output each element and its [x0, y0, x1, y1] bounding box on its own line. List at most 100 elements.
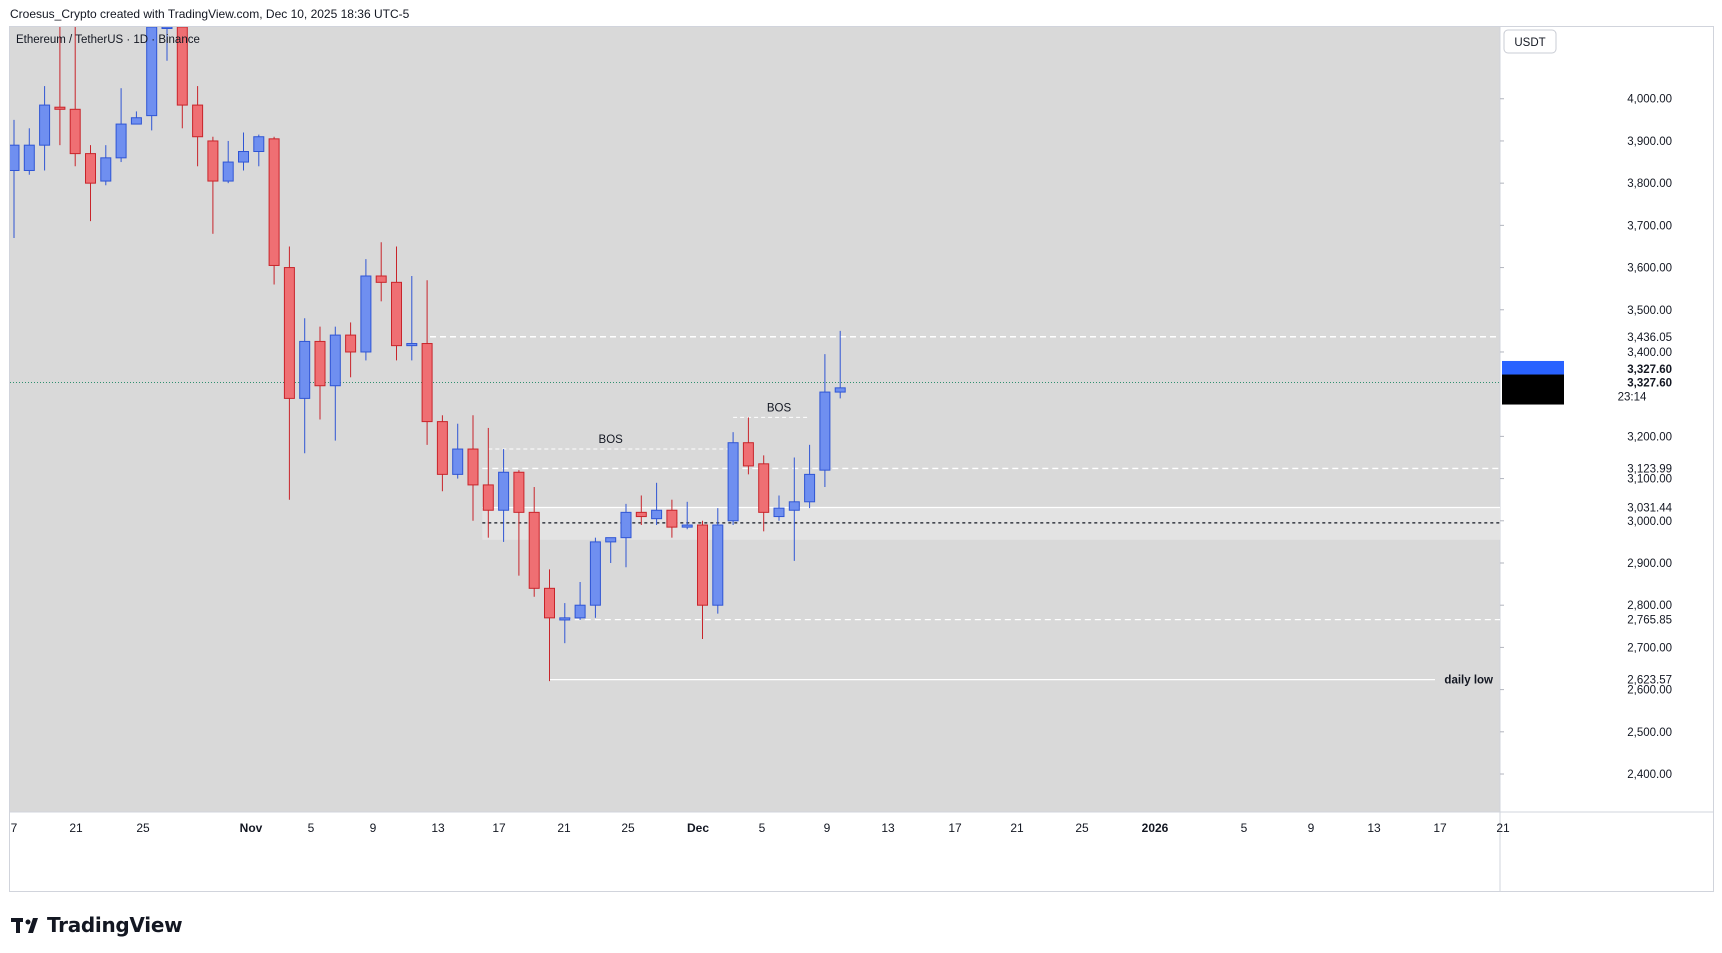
time-tick-label-18: 5 — [1241, 821, 1248, 835]
time-tick-label-1: 21 — [69, 821, 83, 835]
time-axis[interactable] — [10, 812, 1500, 891]
candle-body-39[interactable] — [605, 537, 617, 543]
candle-body-30[interactable] — [467, 448, 479, 486]
candle-body-7[interactable] — [115, 123, 127, 159]
candle-body-1[interactable] — [23, 144, 35, 171]
candle-body-14[interactable] — [222, 161, 234, 182]
price-tick-label-0: 2,400.00 — [1627, 769, 1672, 781]
time-tick-label-19: 9 — [1308, 821, 1315, 835]
candle-body-35[interactable] — [544, 587, 555, 619]
level-tag-bg-2 — [1502, 499, 1562, 516]
candle-body-13[interactable] — [207, 140, 219, 182]
candle-body-25[interactable] — [391, 281, 402, 347]
time-tick-label-13: 13 — [881, 821, 895, 835]
time-tick-label-10: Dec — [687, 821, 709, 835]
candle-body-32[interactable] — [498, 471, 510, 511]
price-tick-label-7: 3,100.00 — [1627, 474, 1672, 486]
candle-body-37[interactable] — [574, 604, 586, 619]
tradingview-brand[interactable]: TradingView — [11, 912, 183, 938]
candle-body-49[interactable] — [758, 463, 770, 513]
level-tag-label-2: 3,031.44 — [1627, 503, 1672, 515]
candle-body-4[interactable] — [69, 108, 81, 155]
candle-body-10[interactable] — [161, 27, 173, 29]
candle-body-53[interactable] — [819, 391, 831, 471]
candle-body-41[interactable] — [635, 511, 647, 518]
candle-body-44[interactable] — [681, 524, 693, 528]
currency-label: USDT — [1514, 37, 1545, 49]
candle-body-21[interactable] — [329, 334, 341, 387]
level-tag-bg-1 — [1502, 460, 1562, 477]
chart-attribution: Croesus_Crypto created with TradingView.… — [10, 7, 410, 21]
candle-body-18[interactable] — [283, 267, 295, 399]
candle-body-54[interactable] — [834, 387, 846, 393]
level-tag-bg-3 — [1502, 611, 1562, 628]
candle-body-15[interactable] — [238, 151, 249, 163]
time-tick-label-6: 13 — [431, 821, 445, 835]
candle-body-51[interactable] — [788, 501, 800, 511]
level-tag-label-0: 3,436.05 — [1627, 332, 1672, 344]
price-tick-label-14: 3,800.00 — [1627, 178, 1672, 190]
bos-label-1: BOS — [767, 402, 792, 414]
candle-body-50[interactable] — [773, 507, 785, 518]
candle-body-24[interactable] — [375, 275, 387, 283]
candle-body-6[interactable] — [100, 157, 112, 182]
candle-body-46[interactable] — [712, 524, 724, 606]
current-price-tag-blue — [1502, 360, 1564, 378]
candle-body-33[interactable] — [513, 471, 525, 513]
candle-body-9[interactable] — [146, 27, 158, 117]
candle-body-48[interactable] — [742, 442, 754, 467]
candle-body-34[interactable] — [528, 511, 540, 589]
candle-body-0[interactable] — [10, 144, 20, 171]
time-tick-label-21: 17 — [1433, 821, 1447, 835]
candle-body-20[interactable] — [314, 340, 326, 387]
candle-body-43[interactable] — [666, 509, 678, 528]
candle-body-11[interactable] — [176, 27, 188, 106]
level-tag-bg-4 — [1502, 671, 1562, 688]
candle-body-29[interactable] — [452, 448, 464, 475]
candle-body-36[interactable] — [559, 617, 571, 621]
candle-body-31[interactable] — [482, 484, 494, 511]
candle-body-26[interactable] — [406, 343, 418, 347]
price-tick-label-5: 2,900.00 — [1627, 558, 1672, 570]
candle-body-3[interactable] — [54, 106, 66, 110]
candle-body-5[interactable] — [85, 153, 96, 184]
price-tick-label-1: 2,500.00 — [1627, 727, 1672, 739]
candle-body-17[interactable] — [268, 138, 280, 266]
time-tick-label-5: 9 — [370, 821, 377, 835]
candle-body-52[interactable] — [804, 473, 816, 503]
candle-body-47[interactable] — [727, 442, 739, 522]
chart-frame[interactable]: daily low BOS BOS Ethereum / TetherUS · 1D … — [9, 26, 1714, 892]
plot-area[interactable] — [10, 27, 1500, 812]
tradingview-wordmark: TradingView — [47, 913, 183, 937]
last-price-tag — [1502, 374, 1564, 405]
candle-body-38[interactable] — [589, 541, 601, 606]
time-tick-label-3: Nov — [240, 821, 263, 835]
candlestick-chart[interactable]: daily low BOS BOS Ethereum / TetherUS · 1D … — [10, 27, 1713, 891]
candle-body-27[interactable] — [421, 343, 433, 423]
price-tick-label-13: 3,700.00 — [1627, 220, 1672, 232]
candle-body-23[interactable] — [360, 275, 372, 353]
price-tick-label-2: 2,600.00 — [1627, 685, 1672, 697]
candle-body-40[interactable] — [620, 511, 632, 539]
time-tick-label-4: 5 — [308, 821, 315, 835]
price-axis[interactable] — [1500, 27, 1713, 891]
candle-body-8[interactable] — [130, 117, 142, 125]
time-tick-label-2: 25 — [136, 821, 150, 835]
candle-body-19[interactable] — [299, 340, 311, 399]
candle-body-42[interactable] — [651, 509, 663, 520]
price-tick-label-3: 2,700.00 — [1627, 642, 1672, 654]
time-tick-label-15: 21 — [1010, 821, 1024, 835]
price-tick-label-8: 3,200.00 — [1627, 431, 1672, 443]
price-tick-label-15: 3,900.00 — [1627, 136, 1672, 148]
price-tick-label-12: 3,600.00 — [1627, 263, 1672, 275]
candle-body-22[interactable] — [345, 334, 357, 353]
candle-body-12[interactable] — [192, 104, 204, 138]
price-tick-label-16: 4,000.00 — [1627, 94, 1672, 106]
candle-body-2[interactable] — [39, 104, 51, 146]
candle-body-16[interactable] — [253, 136, 265, 153]
candle-body-45[interactable] — [697, 524, 708, 606]
currency-button[interactable] — [1503, 29, 1557, 54]
time-tick-label-0: 7 — [11, 821, 18, 835]
candle-body-28[interactable] — [436, 421, 448, 475]
current-price-tag-blue-label: 3,327.60 — [1627, 364, 1672, 376]
